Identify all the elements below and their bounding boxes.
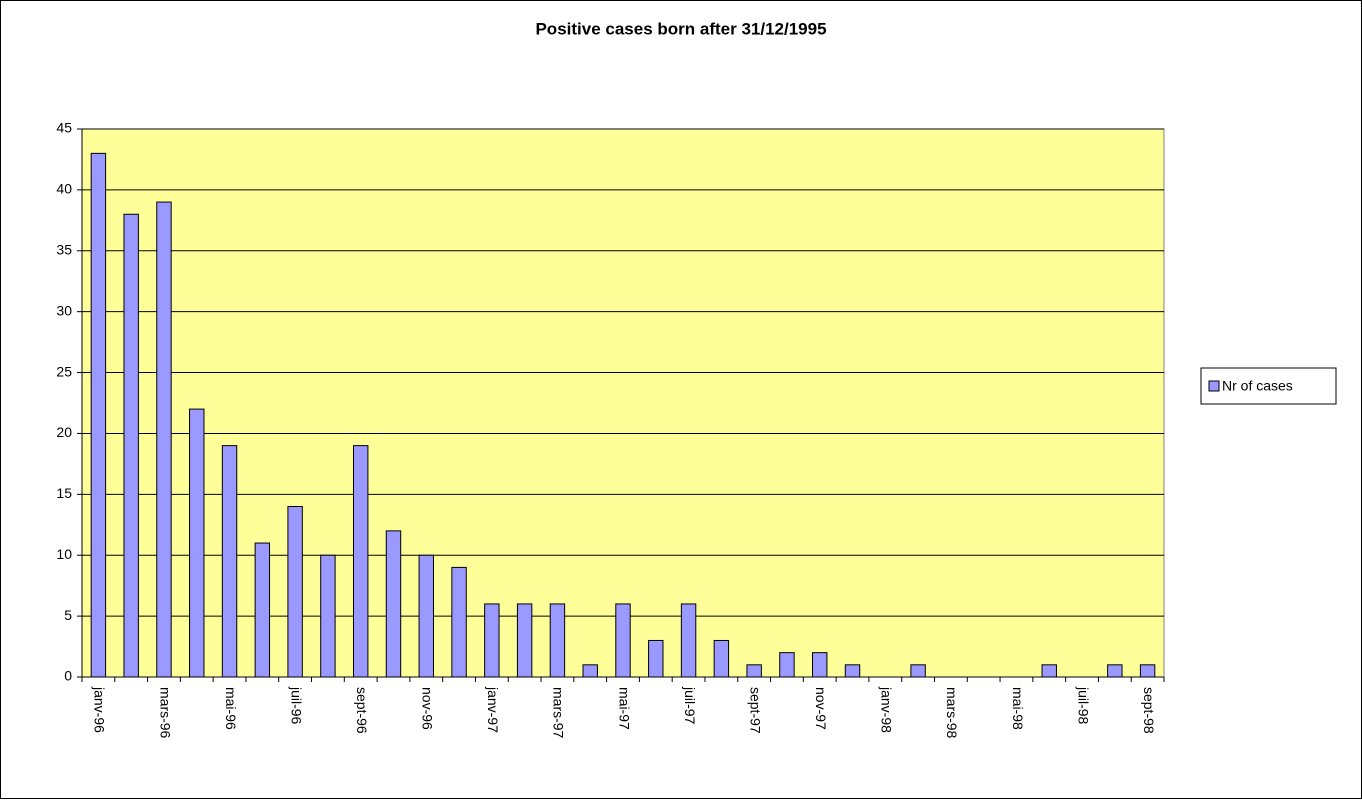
y-tick-label: 40	[56, 181, 72, 197]
bar	[582, 664, 598, 678]
bar	[418, 554, 434, 678]
y-tick-label: 35	[56, 241, 72, 257]
y-tick-label: 30	[56, 302, 72, 318]
y-tick-label: 10	[56, 546, 72, 562]
legend-swatch	[1208, 380, 1220, 392]
x-tick-label: sept-97	[747, 687, 763, 734]
y-tick-label: 0	[64, 668, 72, 684]
legend-box	[1200, 367, 1337, 405]
x-tick-label: janv-96	[92, 686, 108, 733]
legend-label: Nr of cases	[1222, 378, 1293, 394]
bar	[713, 639, 730, 678]
bar	[549, 603, 566, 678]
bar	[910, 664, 926, 678]
bar	[1107, 664, 1123, 678]
x-tick-label: sept-96	[354, 687, 370, 734]
x-tick-label: janv-97	[485, 686, 501, 733]
x-tick-label: sept-98	[1141, 687, 1157, 734]
y-tick-label: 20	[56, 424, 72, 440]
y-tick-label: 45	[56, 120, 72, 136]
chart-title: Positive cases born after 31/12/1995	[535, 19, 826, 38]
bar	[680, 603, 697, 678]
x-tick-label: juil-98	[1075, 686, 1091, 725]
plot-area	[81, 128, 1165, 678]
bar	[90, 152, 107, 678]
bar	[451, 566, 467, 678]
bar	[385, 530, 402, 678]
bar	[352, 445, 369, 678]
bar	[779, 652, 795, 678]
x-tick-label: nov-96	[420, 687, 436, 730]
x-tick-label: nov-97	[813, 687, 829, 730]
x-tick-label: janv-98	[879, 686, 895, 733]
y-tick-label: 15	[56, 485, 72, 501]
bar	[746, 664, 762, 678]
bar	[484, 603, 500, 678]
x-tick-label: juil-97	[682, 686, 698, 725]
x-tick-label: juil-96	[288, 686, 304, 725]
bar	[516, 603, 533, 678]
x-tick-label: mai-98	[1010, 687, 1026, 730]
bar	[615, 603, 631, 678]
bar	[812, 652, 828, 678]
bar	[221, 445, 238, 678]
x-tick-label: mars-98	[944, 687, 960, 739]
bar	[648, 639, 664, 678]
y-tick-label: 25	[56, 363, 72, 379]
x-tick-label: mars-96	[157, 687, 173, 739]
bar	[844, 664, 861, 678]
x-tick-label: mars-97	[551, 687, 567, 739]
bar	[254, 542, 271, 678]
bar	[189, 408, 205, 678]
x-tick-label: mai-96	[223, 687, 239, 730]
bar	[156, 201, 172, 678]
x-tick-label: mai-97	[616, 687, 632, 730]
bar	[1139, 664, 1156, 678]
y-tick-label: 5	[64, 607, 72, 623]
bar	[1041, 664, 1057, 678]
bar	[287, 506, 303, 678]
bar	[320, 554, 336, 678]
bar	[123, 213, 139, 678]
